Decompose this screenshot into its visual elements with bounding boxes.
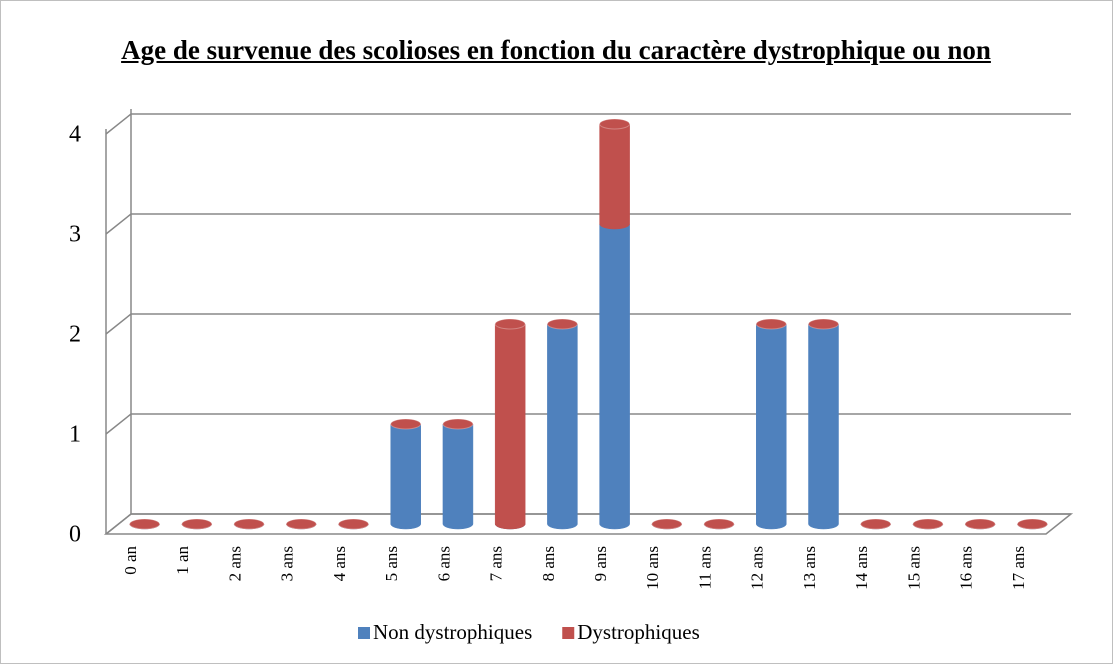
y-tick-label: 4	[69, 122, 81, 148]
bar-cap	[964, 518, 996, 530]
bar-cap	[442, 418, 474, 430]
legend-label: Non dystrophiques	[373, 620, 532, 644]
x-tick-label: 9 ans	[591, 546, 610, 581]
y-tick-label: 3	[69, 222, 81, 248]
bar-cap	[494, 318, 526, 330]
grid-line	[105, 413, 1071, 435]
grid-line	[105, 113, 1071, 135]
bar-cap	[860, 518, 892, 530]
x-tick-label: 3 ans	[278, 546, 297, 581]
bar-cap	[651, 518, 683, 530]
bar-cap	[912, 518, 944, 530]
bar-segment	[808, 323, 839, 530]
x-tick-label: 8 ans	[539, 546, 558, 581]
bar-segment	[494, 323, 526, 530]
bar-cap	[1016, 518, 1048, 530]
bar-cap	[755, 318, 787, 330]
x-tick-label: 12 ans	[748, 546, 767, 590]
x-tick-label: 16 ans	[957, 546, 976, 590]
bar-cap	[181, 518, 213, 530]
bar-cap	[233, 518, 265, 530]
bar-cap	[338, 518, 369, 530]
bar-segment	[599, 123, 630, 230]
x-tick-label: 15 ans	[904, 546, 923, 590]
x-tick-label: 5 ans	[382, 546, 401, 581]
x-tick-label: 0 an	[121, 546, 140, 575]
x-tick-label: 2 ans	[225, 546, 244, 581]
y-tick-label: 2	[69, 322, 81, 348]
legend-swatch	[358, 627, 370, 639]
x-tick-label: 1 an	[173, 546, 192, 575]
x-tick-label: 14 ans	[852, 546, 871, 590]
bar-segment	[442, 423, 474, 530]
x-tick-label: 11 ans	[695, 546, 714, 589]
x-tick-label: 7 ans	[487, 546, 506, 581]
bar-cap	[703, 518, 735, 530]
x-tick-label: 6 ans	[434, 546, 453, 581]
y-tick-label: 0	[69, 522, 81, 548]
bar-cap	[390, 418, 422, 430]
x-tick-label: 10 ans	[643, 546, 662, 590]
grid-line	[105, 313, 1071, 335]
bar-cap	[285, 518, 317, 530]
legend-swatch	[562, 627, 575, 639]
x-tick-label: 4 ans	[330, 546, 349, 581]
chart-title: Age de survenue des scolioses en fonctio…	[121, 35, 991, 65]
bar-cap	[546, 318, 578, 330]
bar-cap	[599, 118, 631, 130]
x-tick-label: 13 ans	[800, 546, 819, 590]
x-tick-label: 17 ans	[1009, 546, 1028, 590]
bar-cap	[129, 518, 161, 530]
grid-line	[105, 213, 1071, 235]
bar-segment	[390, 423, 421, 530]
legend-label: Dystrophiques	[577, 620, 700, 644]
bar-segment	[547, 323, 578, 530]
bar-segment	[756, 323, 787, 530]
bar-cap	[808, 318, 839, 330]
bar-segment	[599, 223, 630, 530]
y-tick-label: 1	[69, 422, 81, 448]
